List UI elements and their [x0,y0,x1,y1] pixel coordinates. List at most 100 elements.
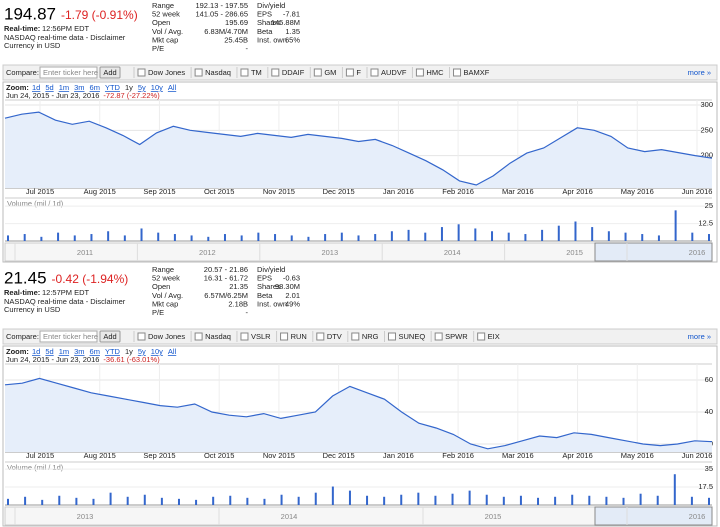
ticker-checkbox[interactable] [453,68,462,77]
volume-bar [314,492,317,505]
volume-bar [357,235,360,241]
ticker-placeholder: Enter ticker here [43,68,98,77]
volume-bar [507,232,510,241]
navigator-year: 2013 [77,512,94,521]
volume-bar [177,498,180,505]
x-tick-label: Apr 2016 [562,187,592,196]
stat-label: Beta [257,27,273,36]
stat-label: EPS [257,10,272,19]
zoom-option: 1d [32,83,40,92]
volume-bar [434,495,437,505]
x-tick-label: Dec 2015 [323,187,355,196]
ticker-name: Dow Jones [148,68,185,77]
zoom-option: 6m [90,83,100,92]
x-tick-label: Jul 2015 [26,187,54,196]
stat-label: 52 week [152,10,180,19]
ticker-checkbox[interactable] [415,68,424,77]
stat-value: 2.01 [285,291,300,300]
add-button[interactable] [99,66,121,79]
volume-bar [40,236,43,241]
ticker-checkbox[interactable] [434,332,443,341]
navigator-year: 2014 [444,248,461,257]
stat-label: Mkt cap [152,299,178,308]
volume-bar [607,231,610,241]
ticker-input[interactable] [39,330,98,343]
add-button[interactable] [99,330,121,343]
ticker-name: Nasdaq [205,332,231,341]
navigator-year: 2014 [281,512,298,521]
volume-bar [75,497,78,505]
ticker-checkbox[interactable] [137,68,146,77]
volume-bar [407,229,410,241]
ticker-input[interactable] [39,66,98,79]
y-tick-label: 250 [700,125,713,134]
ticker-name: EIX [488,332,500,341]
x-tick-label: Mar 2016 [502,451,534,460]
x-tick-label: Sep 2015 [143,187,175,196]
ticker-checkbox[interactable] [370,68,379,77]
ticker-checkbox[interactable] [194,332,203,341]
data-source: NASDAQ real-time data - Disclaimer [4,33,126,42]
navigator-window[interactable] [594,506,713,526]
ticker-checkbox[interactable] [240,68,249,77]
volume-bar [23,234,26,241]
ticker-checkbox[interactable] [271,68,280,77]
stat-value: 2.18B [228,299,248,308]
ticker-checkbox[interactable] [345,68,354,77]
ticker-checkbox[interactable] [313,68,322,77]
volume-bar [246,497,249,505]
volume-bar [340,232,343,241]
ticker-checkbox[interactable] [280,332,289,341]
navigator-year: 2015 [485,512,502,521]
x-tick-label: Feb 2016 [442,451,474,460]
range-dates: Jun 24, 2015 - Jun 23, 2016 [6,355,99,364]
ticker-checkbox[interactable] [137,332,146,341]
volume-bar [90,234,93,241]
zoom-option: YTD [105,83,121,92]
volume-bar [212,496,215,505]
stat-value: 195.69 [225,18,248,27]
navigator-window[interactable] [594,242,713,262]
volume-bar [109,492,112,505]
x-tick-label: Jun 2016 [682,451,713,460]
volume-bar [537,497,540,505]
volume-bar [257,232,260,241]
volume-bar [274,234,277,241]
ticker-checkbox[interactable] [477,332,486,341]
more-link: more » [688,332,711,341]
more-link: more » [688,68,711,77]
stat-label: Shares [257,18,281,27]
data-source: NASDAQ real-time data - Disclaimer [4,297,126,306]
volume-bar [383,496,386,505]
volume-bar [424,232,427,241]
volume-bar [280,494,283,505]
zoom-option: All [168,347,177,356]
realtime-label: Real-time: [4,288,40,297]
volume-label: Volume (mil / 1d) [7,199,64,208]
volume-bar [324,234,327,241]
volume-bar [157,232,160,241]
ticker-checkbox[interactable] [316,332,325,341]
x-tick-label: Jul 2015 [26,451,54,460]
volume-bar [290,235,293,241]
price-area [5,112,712,188]
price-change: -0.42 (-1.94%) [52,272,129,286]
volume-bar [554,496,557,505]
ticker-checkbox[interactable] [387,332,396,341]
volume-bar [485,494,488,505]
ticker-name: Dow Jones [148,332,185,341]
y-tick-label: 200 [700,151,713,160]
x-tick-label: Jan 2016 [383,187,414,196]
navigator-year: 2013 [321,248,338,257]
stat-value: 21.35 [229,282,248,291]
ticker-name: AUDVF [381,68,407,77]
x-tick-label: Sep 2015 [143,451,175,460]
volume-bar [656,495,659,505]
volume-bar [297,496,300,505]
ticker-checkbox[interactable] [351,332,360,341]
volume-bar [708,234,710,241]
volume-bar [571,494,574,505]
ticker-checkbox[interactable] [194,68,203,77]
ticker-checkbox[interactable] [240,332,249,341]
stat-label: EPS [257,274,272,283]
